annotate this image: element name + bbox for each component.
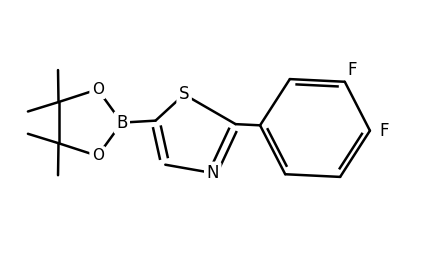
- Text: O: O: [91, 82, 103, 97]
- Text: O: O: [91, 148, 103, 163]
- Text: S: S: [179, 85, 189, 103]
- Text: N: N: [206, 164, 219, 182]
- Text: F: F: [347, 61, 357, 79]
- Text: B: B: [116, 114, 127, 132]
- Text: F: F: [379, 122, 389, 140]
